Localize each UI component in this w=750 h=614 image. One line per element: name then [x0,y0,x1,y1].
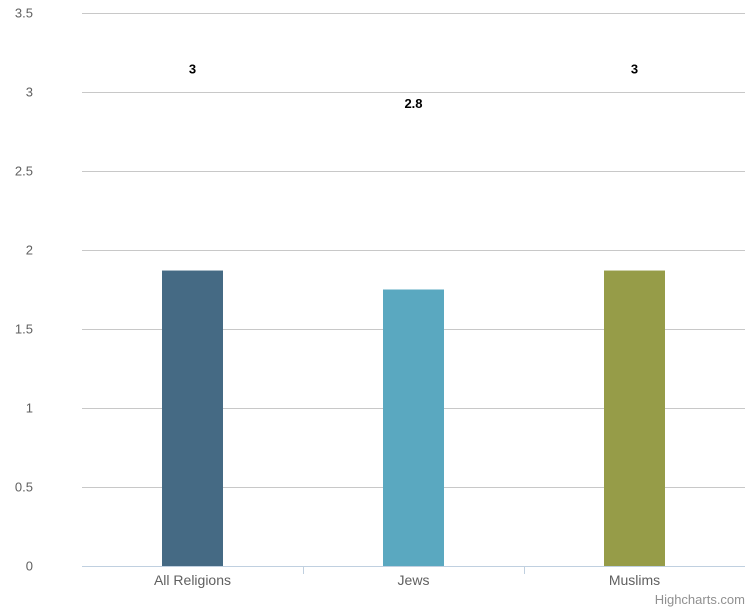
credits-text[interactable]: Highcharts.com [655,592,745,607]
data-label: 3 [189,61,196,76]
bars [162,270,665,567]
bar-jews[interactable] [383,289,444,567]
x-category-label: All Religions [154,572,231,588]
y-tick-label: 3.5 [15,6,33,21]
y-axis: 0 0.5 1 1.5 2 2.5 3 3.5 [15,6,33,574]
bar-all-religions[interactable] [162,270,223,566]
y-tick-label: 2.5 [15,164,33,179]
x-axis: All Religions Jews Muslims [82,566,745,588]
x-category-label: Muslims [609,572,660,588]
data-label: 2.8 [404,96,422,111]
y-tick-label: 1 [26,401,33,416]
y-tick-label: 2 [26,243,33,258]
data-label: 3 [631,61,638,76]
y-tick-label: 0.5 [15,480,33,495]
data-labels: 32.83 [189,61,638,111]
bar-muslims[interactable] [604,270,665,566]
y-tick-label: 1.5 [15,322,33,337]
y-tick-label: 3 [26,85,33,100]
y-tick-label: 0 [26,559,33,574]
x-category-label: Jews [398,572,430,588]
